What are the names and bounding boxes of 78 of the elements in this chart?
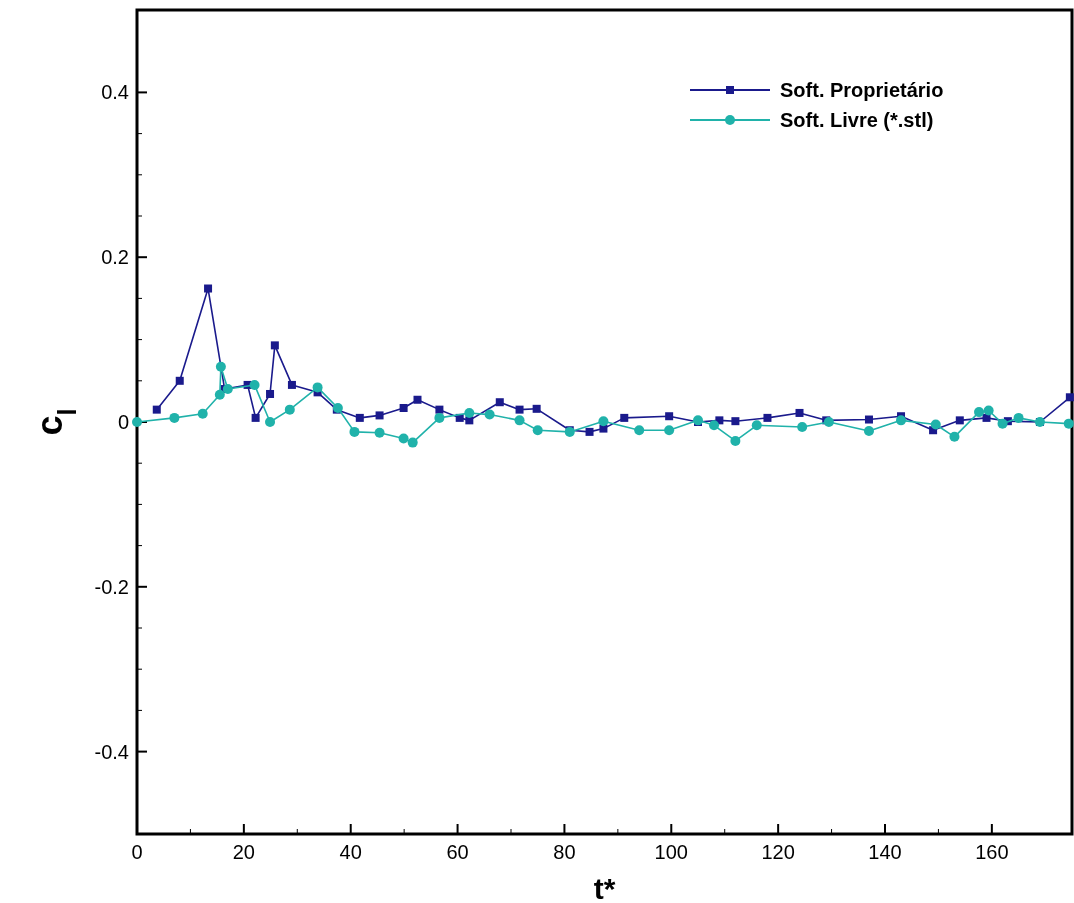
point: [665, 412, 674, 421]
point: [1065, 393, 1074, 402]
x-tick-label: 160: [975, 841, 1009, 863]
point: [730, 435, 741, 446]
point: [1063, 418, 1074, 429]
point: [434, 412, 445, 423]
y-tick-label: -0.2: [94, 575, 129, 598]
x-tick-label: 40: [339, 841, 362, 863]
point: [435, 405, 444, 414]
point: [484, 409, 495, 420]
point: [751, 420, 762, 431]
point: [495, 398, 504, 407]
point: [197, 408, 208, 419]
x-tick-label: 0: [131, 841, 143, 863]
point: [265, 417, 276, 427]
point: [464, 407, 475, 418]
point: [983, 405, 994, 416]
point: [398, 433, 409, 444]
point: [413, 395, 422, 404]
point: [532, 425, 543, 436]
point: [585, 427, 594, 436]
point: [249, 379, 260, 390]
x-axis-title: t*: [593, 872, 616, 903]
point: [399, 403, 408, 412]
y-tick-label: 0: [117, 411, 129, 433]
point: [955, 416, 964, 425]
point: [169, 412, 180, 423]
point: [763, 413, 772, 422]
point: [132, 417, 142, 427]
point: [863, 426, 874, 437]
point: [795, 408, 804, 417]
y-tick-label: 0.4: [101, 81, 129, 104]
legend-label: Soft. Proprietário: [780, 79, 944, 101]
point: [896, 415, 907, 426]
point: [375, 411, 384, 420]
point: [514, 415, 525, 426]
point: [312, 382, 323, 393]
point: [374, 427, 385, 438]
point: [355, 413, 364, 422]
point: [284, 404, 295, 415]
legend-label: Soft. Livre (*.stl): [780, 109, 934, 131]
point: [1013, 412, 1024, 423]
point: [152, 405, 161, 414]
point: [731, 417, 740, 426]
x-tick-label: 140: [868, 841, 902, 863]
y-tick-label: -0.4: [94, 740, 129, 763]
point: [215, 361, 226, 372]
point: [515, 405, 524, 414]
point: [974, 407, 985, 418]
point: [270, 341, 279, 350]
point: [997, 418, 1008, 429]
x-tick-label: 60: [446, 841, 469, 863]
point: [287, 380, 296, 389]
point: [349, 426, 360, 437]
point: [949, 431, 960, 442]
point: [664, 425, 675, 436]
point: [599, 424, 608, 433]
point: [709, 420, 720, 431]
point: [982, 413, 991, 422]
point: [598, 416, 609, 427]
point: [266, 389, 275, 398]
point: [532, 404, 541, 413]
point: [930, 419, 941, 430]
y-tick-label: 0.2: [101, 246, 129, 269]
point: [634, 425, 645, 436]
point: [204, 284, 213, 293]
point: [864, 415, 873, 424]
point: [251, 413, 260, 422]
point: [222, 384, 233, 395]
point: [797, 421, 808, 432]
x-tick-label: 100: [654, 841, 688, 863]
x-tick-label: 120: [761, 841, 795, 863]
point: [214, 389, 225, 400]
point: [175, 376, 184, 385]
point: [620, 413, 629, 422]
point: [407, 437, 418, 448]
x-tick-label: 80: [553, 841, 576, 863]
x-tick-label: 20: [232, 841, 255, 863]
